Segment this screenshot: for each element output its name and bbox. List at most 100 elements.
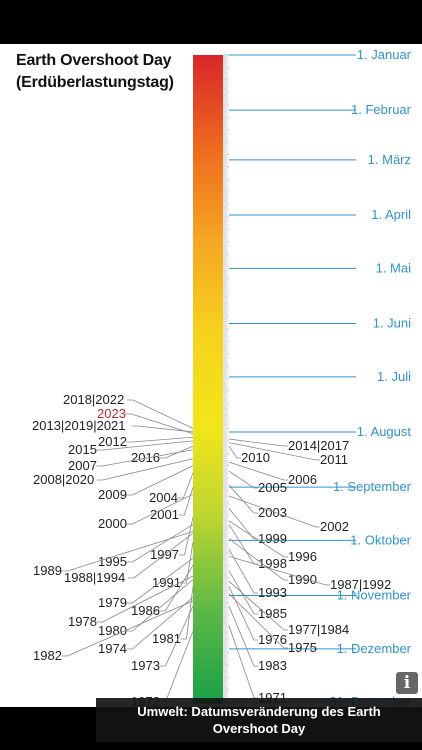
year-label: 2015	[68, 442, 97, 457]
month-label: 1. April	[371, 207, 411, 222]
month-label: 1. Oktober	[350, 532, 411, 547]
year-leader-line	[228, 570, 258, 615]
year-leader-line	[228, 538, 288, 581]
month-label: 1. Januar	[357, 47, 412, 62]
year-label: 2011	[320, 452, 348, 467]
year-leader-line	[126, 597, 194, 650]
year-label: 1989	[33, 563, 62, 578]
year-leader-line	[61, 600, 194, 657]
year-leader-line	[178, 517, 194, 556]
year-label: 2006	[288, 472, 317, 487]
year-leader-line	[96, 575, 194, 623]
year-label: 2001	[150, 507, 179, 522]
year-label: 1985	[258, 606, 287, 621]
year-leader-line	[228, 593, 288, 649]
year-leader-line	[228, 556, 330, 586]
year-label: 1990	[288, 572, 317, 587]
month-label: 1. November	[337, 588, 412, 603]
year-label: 2008|2020	[33, 472, 94, 487]
year-label: 2004	[149, 490, 178, 505]
month-label: 1. Dezember	[337, 641, 412, 656]
year-label: 1980	[98, 623, 127, 638]
year-label: 2014|2017	[288, 438, 349, 453]
year-label: 1977|1984	[288, 622, 349, 637]
year-label: 2010	[241, 450, 270, 465]
year-label: 1999	[258, 531, 287, 546]
year-leader-line	[178, 486, 194, 516]
year-leader-line	[125, 413, 194, 435]
year-label: 1978	[68, 614, 97, 629]
year-label: 2009	[98, 487, 127, 502]
month-label: 1. Juni	[373, 315, 411, 330]
year-label: 2018|2022	[63, 392, 124, 407]
year-label: 2000	[98, 516, 127, 531]
year-label: 1982	[33, 648, 62, 663]
year-leader-line	[228, 442, 320, 461]
year-leader-line	[228, 606, 258, 667]
year-leader-line	[159, 445, 194, 459]
year-leader-line	[126, 493, 194, 525]
year-leader-line	[126, 465, 194, 496]
year-label: 1975	[288, 640, 317, 655]
year-label: 1979	[98, 595, 127, 610]
year-label: 1974	[98, 641, 127, 656]
year-leader-line	[96, 440, 194, 451]
year-label: 1988|1994	[64, 570, 125, 585]
year-label: 1995	[98, 554, 127, 569]
year-label: 2002	[320, 519, 349, 534]
year-leader-line	[228, 581, 288, 631]
month-label: 1. August	[357, 424, 412, 439]
month-label: 1. Juli	[377, 369, 411, 384]
year-label: 2016	[131, 450, 160, 465]
year-leader-line	[228, 495, 320, 528]
year-leader-line	[126, 579, 194, 632]
month-label: 1. März	[368, 152, 411, 167]
year-leader-line	[126, 399, 194, 429]
year-leader-line	[228, 520, 288, 558]
year-leader-line	[228, 485, 258, 514]
year-leader-line	[228, 445, 241, 459]
year-leader-line	[228, 549, 258, 594]
year-leader-line	[126, 524, 194, 563]
year-leader-line	[180, 586, 194, 640]
year-label: 2007	[68, 458, 97, 473]
month-label: 1. September	[333, 479, 412, 494]
year-leader-line	[228, 438, 288, 447]
year-label: 1973	[131, 658, 160, 673]
year-label: 2012	[98, 434, 127, 449]
year-leader-line	[228, 461, 288, 481]
overshoot-timeline-chart: 1. Januar 1. Februar 1. März 1. April 1. Mai…	[32, 47, 412, 707]
chart-title: Earth Overshoot Day	[16, 52, 172, 69]
year-label: 1983	[258, 658, 287, 673]
year-label: 1981	[152, 631, 181, 646]
year-leader-line	[228, 470, 258, 489]
year-label: 2023	[97, 406, 126, 421]
gradient-bar	[193, 55, 223, 704]
chart-subtitle: (Erdüberlastungstag)	[16, 74, 174, 91]
year-label: 2005	[258, 480, 287, 495]
chart-canvas: 1. Januar 1. Februar 1. März 1. April 1. Mai…	[0, 44, 422, 707]
year-label: 2003	[258, 505, 287, 520]
year-leader-line	[61, 531, 194, 572]
year-leader-line	[127, 532, 194, 579]
year-label: 1996	[288, 549, 317, 564]
info-icon[interactable]: i	[396, 672, 418, 694]
year-leader-line	[96, 458, 194, 481]
year-leader-line	[159, 606, 194, 667]
caption-line-2: Overshoot Day	[212, 721, 306, 736]
year-leader-line	[126, 436, 194, 443]
year-label: 1993	[258, 585, 287, 600]
month-label: 1. Mai	[376, 260, 412, 275]
year-leader-line	[228, 625, 258, 699]
day-scale	[223, 55, 229, 704]
year-label: 1976	[258, 632, 287, 647]
year-label: 1987|1992	[330, 577, 391, 592]
year-leader-line	[96, 449, 194, 467]
caption-line-1: Umwelt: Datumsveränderung des Earth	[137, 704, 381, 719]
year-label: 2013|2019|2021	[32, 418, 126, 433]
month-label: 1. Februar	[351, 102, 412, 117]
year-leader-line	[228, 586, 258, 641]
year-leader-line	[177, 472, 194, 499]
year-leader-line	[126, 557, 194, 604]
year-label: 1991	[152, 575, 181, 590]
